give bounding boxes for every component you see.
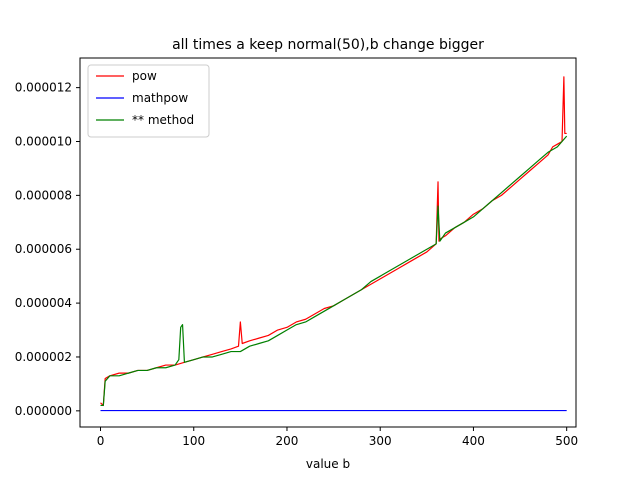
x-axis-ticks: 0 100 200 300 400 500 <box>97 427 578 448</box>
y-axis-ticks: 0.000000 0.000002 0.000004 0.000006 0.000008… <box>15 81 80 418</box>
legend-label: ** method <box>132 113 194 127</box>
legend: pow mathpow ** method <box>87 64 210 138</box>
y-tick-label: 0.000000 <box>15 404 72 418</box>
y-tick-label: 0.000006 <box>15 242 72 256</box>
x-tick-label: 100 <box>182 434 205 448</box>
series-group <box>100 76 568 412</box>
legend-box <box>87 64 210 138</box>
x-axis-label: value b <box>306 457 350 471</box>
x-tick-label: 300 <box>369 434 392 448</box>
series-line-method <box>100 135 568 407</box>
legend-label: pow <box>132 69 157 83</box>
x-tick-label: 500 <box>555 434 578 448</box>
y-tick-label: 0.000002 <box>15 350 72 364</box>
x-tick-label: 200 <box>276 434 299 448</box>
legend-label: mathpow <box>132 91 188 105</box>
y-tick-label: 0.000010 <box>15 134 72 148</box>
y-tick-label: 0.000004 <box>15 296 72 310</box>
plot-area <box>79 57 577 428</box>
plot-frame <box>79 57 577 428</box>
x-tick-label: 400 <box>462 434 485 448</box>
chart-title: all times a keep normal(50),b change big… <box>172 37 484 53</box>
x-tick-label: 0 <box>97 434 105 448</box>
y-tick-label: 0.000012 <box>15 81 72 95</box>
y-tick-label: 0.000008 <box>15 188 72 202</box>
